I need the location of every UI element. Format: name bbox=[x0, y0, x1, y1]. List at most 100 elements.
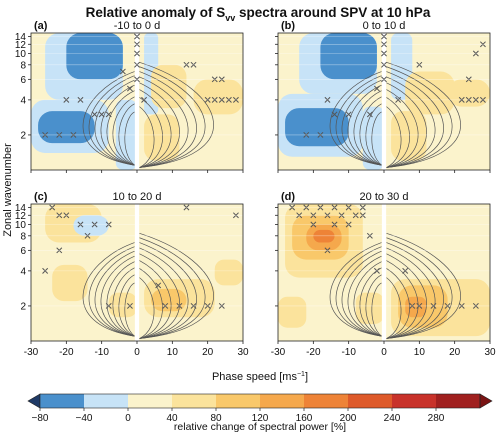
x-tick-label: -30 bbox=[24, 347, 39, 358]
colorbar-tick-label: −80 bbox=[32, 413, 49, 424]
x-tick-label: 30 bbox=[237, 347, 249, 358]
significance-mark bbox=[91, 111, 98, 118]
contour-line bbox=[100, 84, 135, 166]
x-tick-label: -10 bbox=[94, 347, 109, 358]
contour-line bbox=[139, 82, 180, 168]
zero-phase-gap bbox=[381, 33, 387, 170]
panel-label: (b) bbox=[281, 20, 295, 32]
contour-line bbox=[329, 242, 382, 337]
significance-mark bbox=[155, 282, 162, 289]
contour-line bbox=[386, 61, 461, 168]
contour-line bbox=[139, 61, 214, 168]
y-tick-label: 2 bbox=[20, 130, 26, 141]
shaded-region bbox=[214, 259, 243, 286]
x-tick-label: 20 bbox=[202, 347, 214, 358]
contour-line bbox=[386, 237, 453, 339]
contour-line bbox=[94, 250, 135, 337]
contour-line bbox=[118, 274, 135, 337]
colorbar-tick-label: 160 bbox=[296, 413, 313, 424]
shaded-region bbox=[108, 292, 137, 318]
contour-line bbox=[82, 71, 135, 166]
contour-line bbox=[386, 71, 444, 168]
contour-line bbox=[386, 253, 427, 339]
colorbar-tick-label: 0 bbox=[125, 413, 131, 424]
colorbar-tick-label: 80 bbox=[210, 413, 222, 424]
y-tick-label: 14 bbox=[15, 32, 27, 43]
x-tick-label: -20 bbox=[306, 347, 321, 358]
shaded-region bbox=[193, 79, 243, 115]
colorbar-tick-label: 120 bbox=[252, 413, 269, 424]
panel-label: (d) bbox=[281, 191, 295, 203]
shaded-region bbox=[405, 71, 455, 115]
y-tick-label: 8 bbox=[20, 231, 26, 242]
contour-line bbox=[106, 90, 135, 166]
contour-line bbox=[347, 84, 382, 166]
colorbar-segment bbox=[128, 394, 172, 408]
panel-d: (d) 20 to 30 d -30 -20 -10 0 10 20 30 bbox=[271, 191, 496, 358]
contour-line bbox=[386, 106, 402, 168]
y-tick-label: 2 bbox=[20, 301, 26, 312]
contour-line bbox=[139, 247, 189, 339]
colorbar-segment bbox=[84, 394, 128, 408]
contour-line bbox=[139, 66, 206, 168]
colorbar-tick-label: 280 bbox=[428, 413, 445, 424]
contour-line bbox=[365, 103, 382, 166]
x-axis-label: Phase speed [ms−1] bbox=[212, 371, 308, 383]
shaded-region bbox=[144, 114, 180, 161]
significance-mark bbox=[331, 111, 338, 118]
contour-line bbox=[139, 76, 189, 168]
y-tick-label: 12 bbox=[15, 211, 27, 222]
significance-mark bbox=[98, 111, 105, 118]
y-tick-label: 14 bbox=[15, 203, 27, 214]
contour-line bbox=[386, 89, 419, 168]
contour-line bbox=[82, 242, 135, 337]
contour-line bbox=[112, 96, 135, 166]
colorbar-segment bbox=[304, 394, 348, 408]
y-tick-label: 10 bbox=[15, 49, 27, 60]
shaded-region bbox=[278, 296, 307, 328]
x-tick-label: 0 bbox=[381, 347, 387, 358]
x-tick-label: 10 bbox=[167, 347, 179, 358]
colorbar-segment bbox=[348, 394, 392, 408]
colorbar-label: relative change of spectral power [%] bbox=[174, 421, 346, 433]
contour-line bbox=[88, 246, 135, 337]
significance-mark bbox=[366, 111, 373, 118]
contour-line bbox=[139, 277, 155, 339]
contour-line bbox=[139, 106, 155, 168]
y-tick-label: 10 bbox=[15, 220, 27, 231]
zero-phase-gap bbox=[134, 33, 140, 170]
shaded-region bbox=[447, 79, 490, 107]
shaded-region bbox=[73, 215, 109, 236]
contour-line bbox=[371, 111, 382, 166]
significance-mark bbox=[119, 68, 126, 75]
contour-line bbox=[94, 79, 135, 166]
significance-mark bbox=[345, 111, 352, 118]
significance-mark bbox=[373, 85, 380, 92]
colorbar-tick-label: −40 bbox=[76, 413, 93, 424]
contour-line bbox=[386, 247, 436, 339]
zero-phase-gap bbox=[134, 204, 140, 341]
shaded-region bbox=[391, 111, 427, 161]
colorbar-extend-high bbox=[479, 393, 493, 409]
y-tick-label: 4 bbox=[20, 95, 26, 106]
x-tick-label: -10 bbox=[341, 347, 356, 358]
shaded-region bbox=[355, 292, 384, 324]
panel-label: (c) bbox=[34, 191, 48, 203]
panel-title: 0 to 10 d bbox=[363, 20, 406, 32]
panel-title: -10 to 0 d bbox=[114, 20, 160, 32]
panel-b: (b) 0 to 10 d bbox=[275, 20, 491, 173]
x-tick-label: 10 bbox=[414, 347, 426, 358]
colorbar-segment bbox=[436, 394, 480, 408]
panel-title: 20 to 30 d bbox=[360, 191, 409, 203]
zero-phase-gap bbox=[381, 204, 387, 341]
shaded-region bbox=[405, 296, 427, 318]
colorbar-segment bbox=[260, 394, 304, 408]
contour-line bbox=[139, 232, 214, 339]
y-tick-label: 8 bbox=[20, 60, 26, 71]
shaded-region bbox=[285, 108, 349, 147]
panel-label: (a) bbox=[34, 20, 48, 32]
contour-line bbox=[139, 260, 172, 339]
